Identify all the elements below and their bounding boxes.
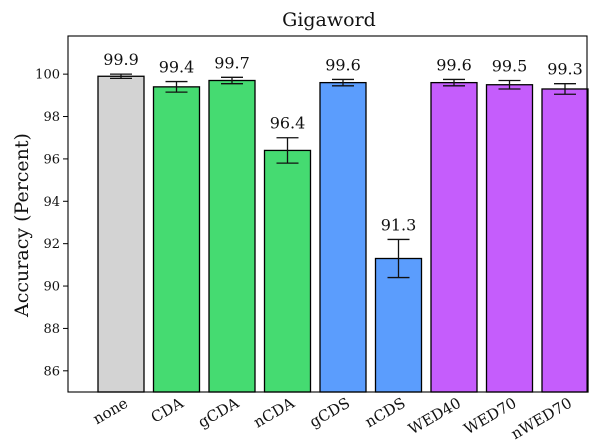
x-tick-label-nCDS: nCDS xyxy=(362,394,409,431)
x-tick-label-gCDA: gCDA xyxy=(195,394,242,432)
data-label-gCDS: 99.6 xyxy=(325,55,361,74)
data-label-nWED70: 99.3 xyxy=(547,60,583,79)
bar-none xyxy=(98,76,144,392)
chart-title: Gigaword xyxy=(282,9,376,31)
data-label-none: 99.9 xyxy=(103,50,139,69)
bar-WED40 xyxy=(431,83,477,392)
y-tick-label-94: 94 xyxy=(43,195,60,210)
y-tick-label-96: 96 xyxy=(43,152,60,167)
bar-gCDS xyxy=(320,83,366,392)
x-tick-label-nCDA: nCDA xyxy=(250,394,297,432)
data-label-nCDS: 91.3 xyxy=(381,215,417,234)
y-tick-label-100: 100 xyxy=(35,68,60,83)
x-tick-label-gCDS: gCDS xyxy=(306,394,353,431)
x-tick-label-CDA: CDA xyxy=(148,394,187,427)
data-label-gCDA: 99.7 xyxy=(214,53,250,72)
x-tick-label-WED40: WED40 xyxy=(405,394,464,438)
bar-CDA xyxy=(154,87,200,392)
y-tick-label-98: 98 xyxy=(43,110,60,125)
data-label-WED70: 99.5 xyxy=(492,57,528,76)
bar-WED70 xyxy=(487,85,533,392)
x-tick-label-nWED70: nWED70 xyxy=(508,394,575,443)
data-label-WED40: 99.6 xyxy=(436,55,472,74)
x-tick-label-none: none xyxy=(90,394,131,428)
y-tick-label-92: 92 xyxy=(43,237,60,252)
y-tick-label-90: 90 xyxy=(43,280,60,295)
y-tick-label-86: 86 xyxy=(43,364,60,379)
y-tick-label-88: 88 xyxy=(43,322,60,337)
bar-nCDS xyxy=(376,259,422,393)
bar-nCDA xyxy=(265,150,311,392)
bar-nWED70 xyxy=(542,89,588,392)
y-axis-label: Accuracy (Percent) xyxy=(11,133,33,318)
bar-gCDA xyxy=(209,81,255,393)
plot-area: 99.9 none 99.4 CDA 99.7 gCDA 96.4 nCDA 99.6 gCDS 9… xyxy=(35,36,588,443)
data-label-CDA: 99.4 xyxy=(159,58,195,77)
data-label-nCDA: 96.4 xyxy=(270,114,306,133)
